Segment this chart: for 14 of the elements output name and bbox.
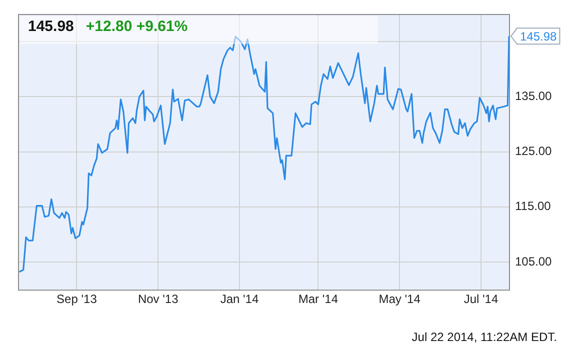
x-tick-label: Nov '13	[138, 292, 179, 306]
y-tick-label: 135.00	[515, 88, 552, 103]
y-tick-label: 115.00	[515, 199, 552, 214]
annotation: 145.98	[520, 29, 558, 44]
chart-title: 145.98	[28, 18, 74, 35]
y-tick-label: 105.00	[515, 254, 552, 268]
chart-subtitle: +12.80 +9.61%	[86, 18, 188, 35]
x-tick-label: Mar '14	[298, 292, 338, 306]
x-tick-label: Jul '14	[464, 292, 498, 306]
x-tick-label: Sep '13	[56, 292, 98, 306]
y-tick-label: 125.00	[515, 144, 552, 158]
x-tick-label: Jan '14	[220, 292, 259, 306]
x-tick-label: May '14	[378, 292, 421, 306]
text: Jul 22 2014, 11:22AM EDT.	[412, 330, 557, 344]
